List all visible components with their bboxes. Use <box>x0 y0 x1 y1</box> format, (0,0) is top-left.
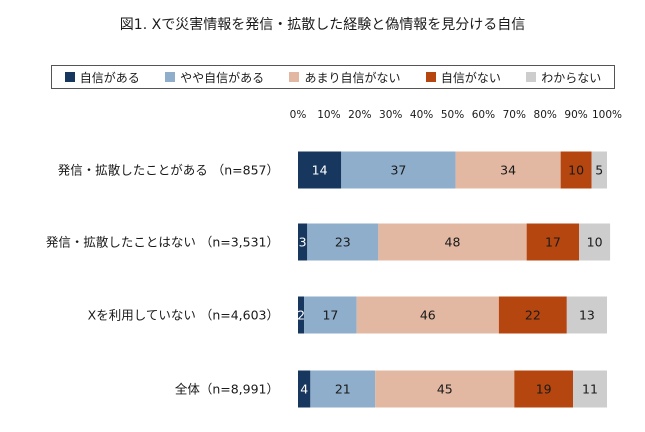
x-tick-label: 30% <box>379 109 402 121</box>
x-tick-label: 80% <box>534 109 557 121</box>
legend-swatch <box>64 72 75 82</box>
bar-segment <box>298 370 311 408</box>
x-tick-label: 20% <box>348 109 371 121</box>
data-label: 3 <box>299 235 307 250</box>
bar-segment <box>591 151 607 189</box>
data-label: 17 <box>545 235 561 250</box>
bar-segment <box>514 370 574 408</box>
legend-label: やや自信がある <box>180 70 265 85</box>
x-tick-label: 70% <box>503 109 526 121</box>
bar-segment <box>573 370 607 408</box>
bar-segment <box>455 151 561 189</box>
x-tick-label: 100% <box>592 109 622 121</box>
bar-segment <box>307 223 379 261</box>
x-tick-label: 50% <box>441 109 464 121</box>
bar-segment <box>298 223 308 261</box>
data-label: 23 <box>335 235 351 250</box>
data-label: 10 <box>568 163 584 178</box>
bar-segment <box>356 296 499 334</box>
chart-title: 図1. Xで災害情報を発信・拡散した経験と偽情報を見分ける自信 <box>119 17 526 33</box>
bar-segment <box>341 151 456 189</box>
data-label: 45 <box>437 382 453 397</box>
bar-segment <box>310 370 376 408</box>
data-label: 4 <box>300 382 308 397</box>
bar-segment <box>375 370 515 408</box>
x-tick-label: 90% <box>564 109 587 121</box>
legend-label: あまり自信がない <box>304 70 401 85</box>
data-label: 2 <box>297 308 305 323</box>
category-label: 全体（n=8,991） <box>175 382 279 397</box>
bar-segment <box>298 296 305 334</box>
bar-segment <box>560 151 592 189</box>
bar-segment <box>498 296 567 334</box>
data-label: 37 <box>390 163 406 178</box>
x-tick-label: 0% <box>290 109 307 121</box>
bar-segment <box>378 223 527 261</box>
legend-swatch <box>526 72 537 82</box>
data-label: 19 <box>536 382 552 397</box>
x-tick-label: 40% <box>410 109 433 121</box>
data-label: 21 <box>335 382 351 397</box>
data-label: 46 <box>420 308 436 323</box>
data-label: 11 <box>582 382 598 397</box>
bar-segment <box>579 223 611 261</box>
legend-label: わからない <box>541 70 602 85</box>
data-label: 14 <box>312 163 328 178</box>
bar-segment <box>298 151 342 189</box>
data-label: 22 <box>525 308 541 323</box>
data-label: 17 <box>322 308 338 323</box>
legend-label: 自信がある <box>79 70 140 85</box>
data-label: 5 <box>595 163 603 178</box>
category-label: 発信・拡散したことがある （n=857） <box>58 163 279 178</box>
legend-swatch <box>425 72 436 82</box>
legend-item: 自信がある <box>64 69 140 86</box>
legend-label: 自信がない <box>440 70 501 85</box>
bar-segment <box>566 296 607 334</box>
data-label: 13 <box>579 308 595 323</box>
legend-item: あまり自信がない <box>289 69 400 86</box>
legend-item: 自信がない <box>425 69 501 86</box>
bar-segment <box>526 223 580 261</box>
category-label: Xを利用していない （n=4,603） <box>88 308 279 323</box>
legend-item: わからない <box>526 69 601 86</box>
legend-swatch <box>289 72 300 82</box>
legend-swatch <box>165 72 176 82</box>
data-label: 10 <box>587 235 603 250</box>
chart-legend: 自信がある やや自信がある あまり自信がない 自信がない わからない <box>51 65 615 89</box>
legend-item: やや自信がある <box>165 69 264 86</box>
bar-segment <box>304 296 357 334</box>
category-label: 発信・拡散したことはない （n=3,531） <box>46 235 279 250</box>
x-tick-label: 60% <box>472 109 495 121</box>
x-tick-label: 10% <box>317 109 340 121</box>
data-label: 34 <box>500 163 516 178</box>
data-label: 48 <box>445 235 461 250</box>
